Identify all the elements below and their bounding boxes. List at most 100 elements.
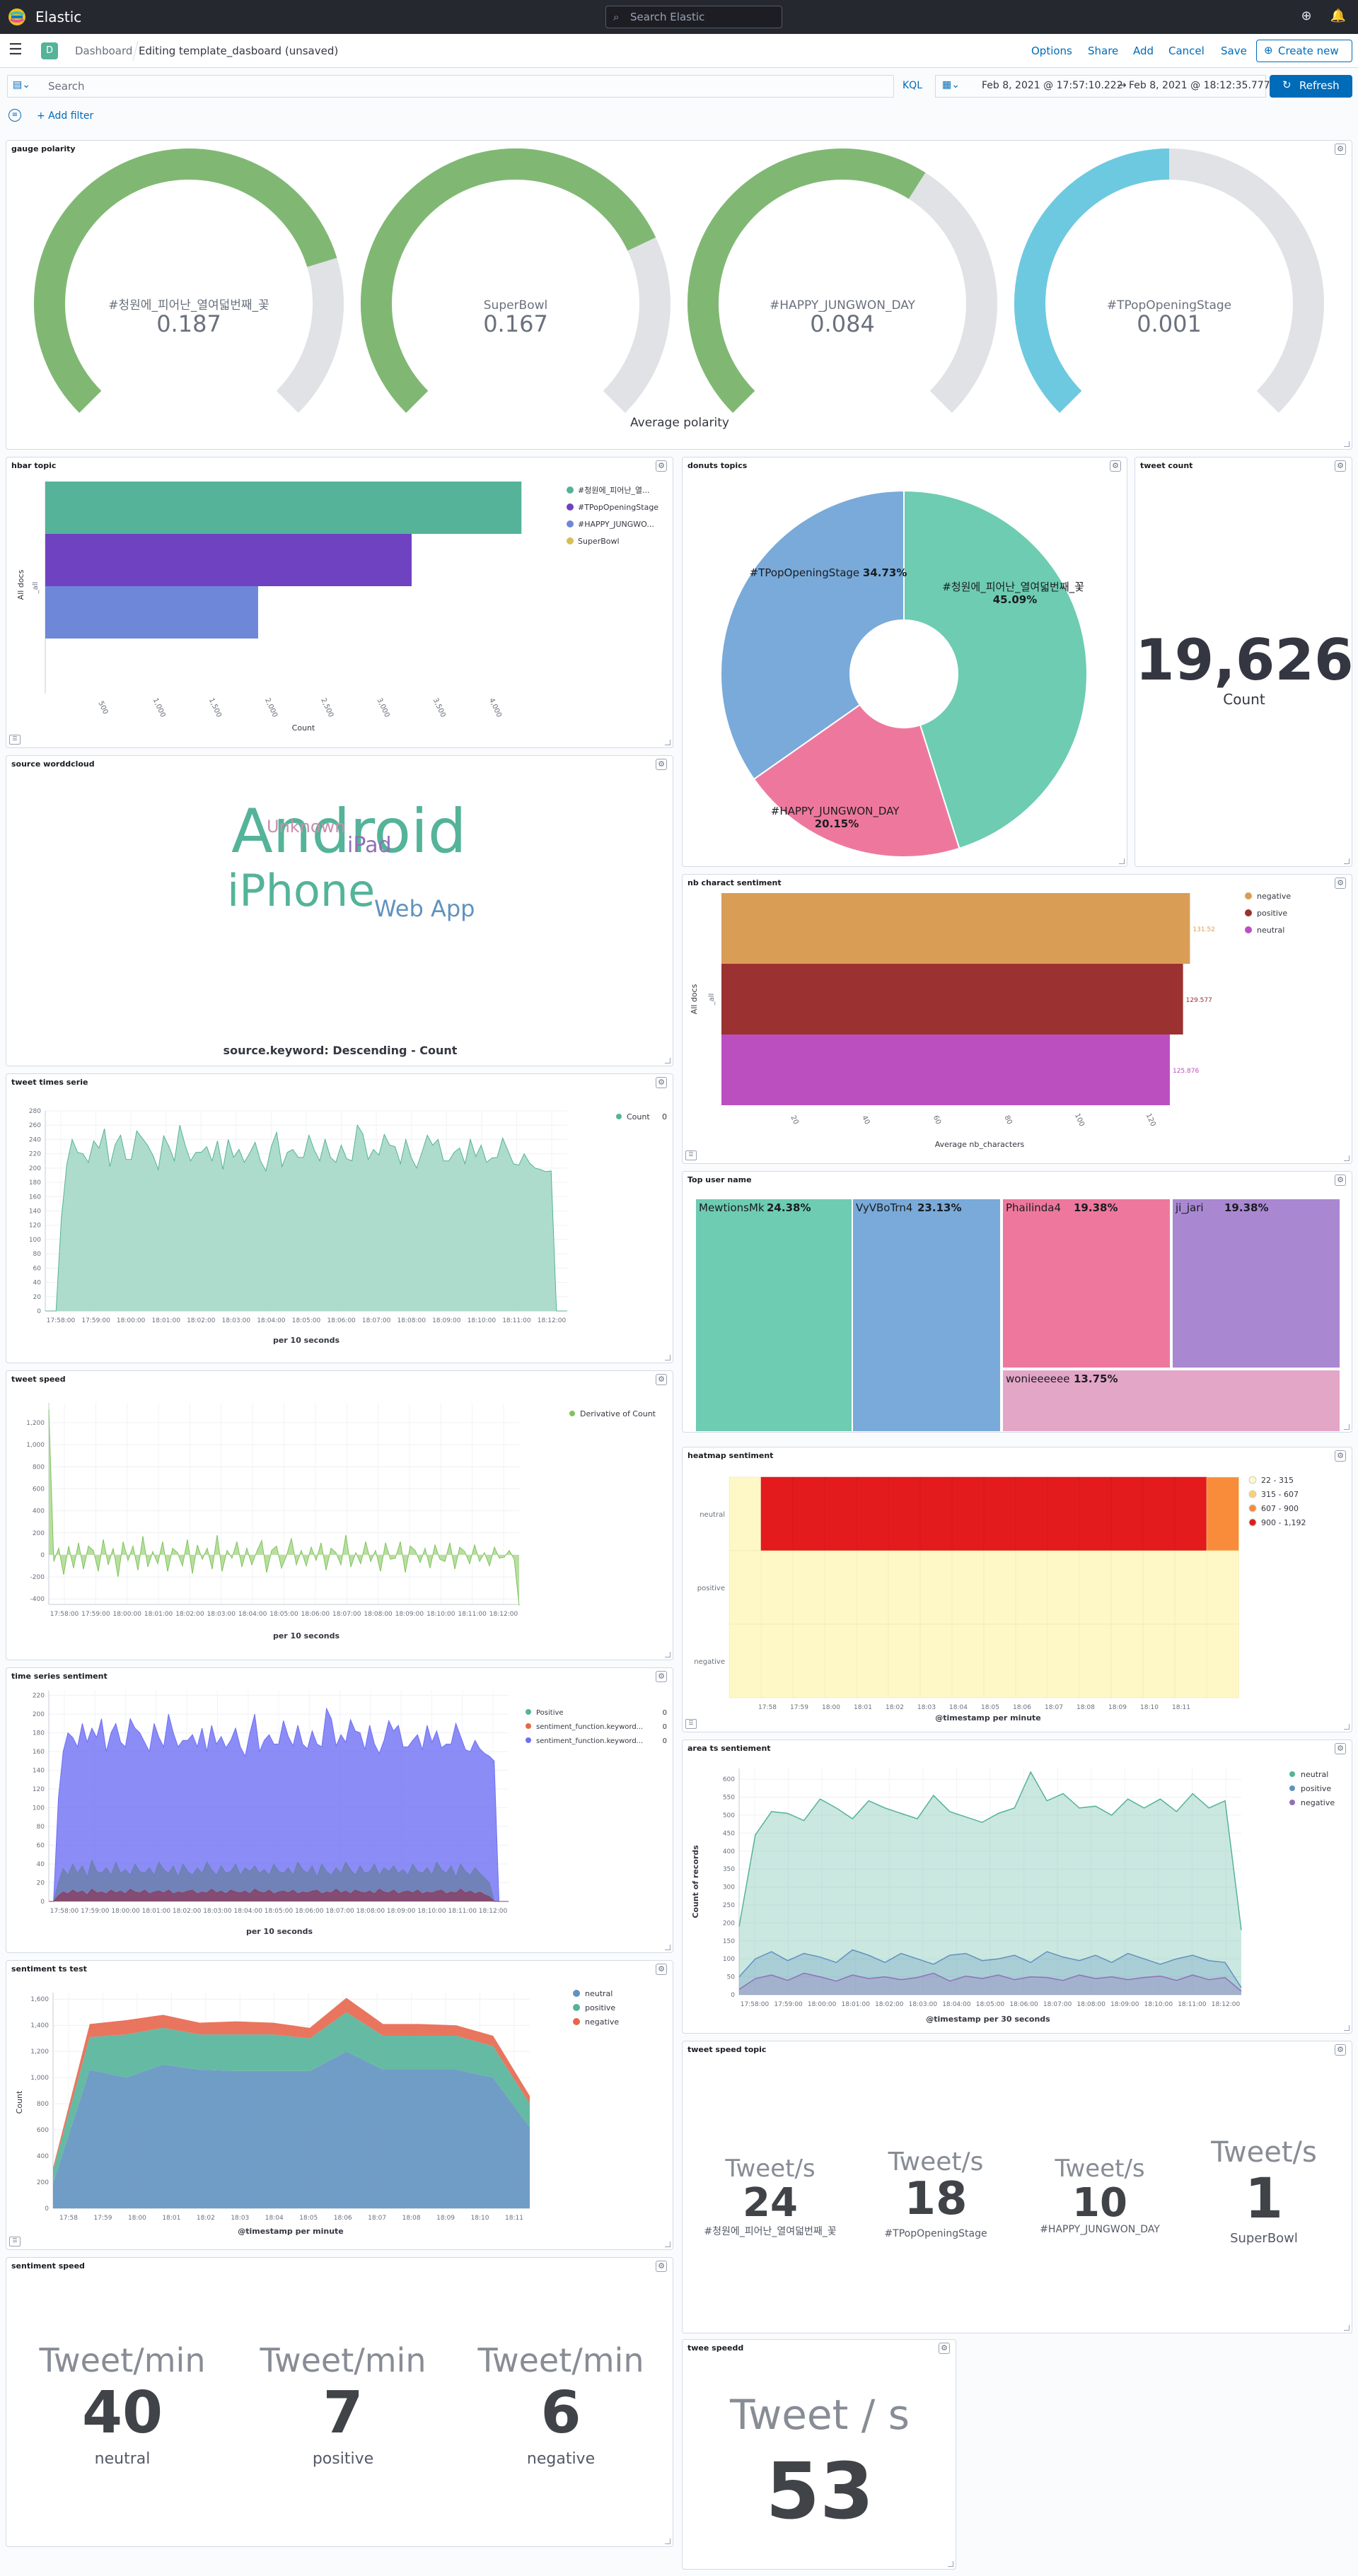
treemap-cell-2[interactable]: Phailinda4 19.38% xyxy=(1002,1199,1171,1368)
heatmap-cell[interactable] xyxy=(824,1624,857,1698)
hamburger-menu-icon[interactable]: ☰ xyxy=(8,41,23,59)
resize-handle-icon[interactable] xyxy=(665,1058,671,1063)
heatmap-cell[interactable] xyxy=(760,1550,794,1625)
heatmap-cell[interactable] xyxy=(856,1476,889,1551)
panel-options-gear-icon[interactable]: ⚙ xyxy=(1335,460,1346,472)
breadcrumb-dashboard[interactable]: Dashboard xyxy=(75,45,133,57)
panel-options-gear-icon[interactable]: ⚙ xyxy=(656,1374,667,1385)
resize-handle-icon[interactable] xyxy=(1344,2325,1350,2331)
area-positive[interactable] xyxy=(739,1950,1241,1995)
kql-toggle[interactable]: KQL xyxy=(903,80,922,91)
heatmap-cell[interactable] xyxy=(1206,1550,1239,1625)
heatmap-cell[interactable] xyxy=(888,1550,921,1625)
heatmap-cell[interactable] xyxy=(951,1624,985,1698)
heatmap-cell[interactable] xyxy=(1110,1550,1144,1625)
heatmap-cell[interactable] xyxy=(792,1624,825,1698)
donut-slice-2[interactable] xyxy=(720,489,905,781)
panel-options-gear-icon[interactable]: ⚙ xyxy=(656,460,667,472)
heatmap-cell[interactable] xyxy=(951,1550,985,1625)
resize-handle-icon[interactable] xyxy=(948,2561,953,2567)
heatmap-cell[interactable] xyxy=(919,1476,953,1551)
area-neutral[interactable] xyxy=(739,1772,1241,1995)
saved-query-icon[interactable]: ▤⌄ xyxy=(13,79,30,91)
treemap-cell-4[interactable]: wonieeeeee 13.75% xyxy=(1002,1370,1340,1432)
heatmap-cell[interactable] xyxy=(1079,1624,1112,1698)
panel-options-gear-icon[interactable]: ⚙ xyxy=(656,1671,667,1682)
options-button[interactable]: Options xyxy=(1031,45,1072,57)
heatmap-cell[interactable] xyxy=(792,1476,825,1551)
heatmap-cell[interactable] xyxy=(919,1624,953,1698)
panel-options-gear-icon[interactable]: ⚙ xyxy=(1335,1743,1346,1754)
heatmap-cell[interactable] xyxy=(824,1476,857,1551)
panel-options-gear-icon[interactable]: ⚙ xyxy=(656,1077,667,1088)
resize-handle-icon[interactable] xyxy=(1344,2025,1350,2031)
bar-1[interactable] xyxy=(45,534,412,586)
heatmap-cell[interactable] xyxy=(824,1550,857,1625)
heatmap-cell[interactable] xyxy=(919,1550,953,1625)
resize-handle-icon[interactable] xyxy=(665,1945,671,1950)
resize-handle-icon[interactable] xyxy=(665,2242,671,2247)
heatmap-cell[interactable] xyxy=(1079,1476,1112,1551)
panel-options-gear-icon[interactable]: ⚙ xyxy=(1335,878,1346,889)
stacked-area-negative[interactable] xyxy=(53,1998,530,2171)
heatmap-cell[interactable] xyxy=(1047,1550,1080,1625)
add-button[interactable]: Add xyxy=(1133,45,1154,57)
heatmap-cell[interactable] xyxy=(760,1476,794,1551)
treemap-cell-1[interactable]: VyVBoTrn4 23.13% xyxy=(852,1199,1001,1432)
area-derivative[interactable] xyxy=(49,1409,519,1606)
date-start[interactable]: Feb 8, 2021 @ 17:57:10.222 xyxy=(982,80,1123,91)
heatmap-cell[interactable] xyxy=(1015,1550,1048,1625)
panel-options-gear-icon[interactable]: ⚙ xyxy=(1335,1450,1346,1462)
heatmap-cell[interactable] xyxy=(1174,1550,1207,1625)
stacked-area-neutral[interactable] xyxy=(53,2051,530,2208)
global-search-input[interactable]: ⌕ Search Elastic xyxy=(605,6,782,28)
notifications-icon[interactable]: 🔔 xyxy=(1330,8,1347,23)
calendar-icon[interactable]: ▦⌄ xyxy=(942,79,960,91)
resize-handle-icon[interactable] xyxy=(1344,1724,1350,1730)
donut-slice-1[interactable] xyxy=(753,704,961,858)
heatmap-cell[interactable] xyxy=(792,1550,825,1625)
legend-toggle-icon[interactable]: ☰ xyxy=(9,2237,21,2246)
bar-positive[interactable] xyxy=(721,964,1183,1035)
add-filter-button[interactable]: + Add filter xyxy=(37,110,94,122)
heatmap-cell[interactable] xyxy=(1110,1624,1144,1698)
panel-options-gear-icon[interactable]: ⚙ xyxy=(939,2343,950,2354)
resize-handle-icon[interactable] xyxy=(1344,441,1350,447)
area-count[interactable] xyxy=(45,1125,567,1311)
heatmap-cell[interactable] xyxy=(729,1476,762,1551)
resize-handle-icon[interactable] xyxy=(665,1355,671,1360)
bar-2[interactable] xyxy=(45,586,258,639)
date-end[interactable]: Feb 8, 2021 @ 18:12:35.777 xyxy=(1129,80,1270,91)
heatmap-cell[interactable] xyxy=(1015,1624,1048,1698)
share-button[interactable]: Share xyxy=(1088,45,1119,57)
panel-options-gear-icon[interactable]: ⚙ xyxy=(656,759,667,770)
area-series-2[interactable] xyxy=(49,1889,509,1901)
panel-options-gear-icon[interactable]: ⚙ xyxy=(1110,460,1121,472)
query-input[interactable] xyxy=(7,75,894,98)
resize-handle-icon[interactable] xyxy=(665,1652,671,1657)
heatmap-cell[interactable] xyxy=(1142,1476,1176,1551)
elastic-logo-icon[interactable] xyxy=(7,7,27,27)
heatmap-cell[interactable] xyxy=(1174,1476,1207,1551)
help-icon[interactable]: ⊕ xyxy=(1301,8,1312,23)
area-negative[interactable] xyxy=(739,1973,1241,1995)
resize-handle-icon[interactable] xyxy=(1344,858,1350,864)
heatmap-cell[interactable] xyxy=(1110,1476,1144,1551)
refresh-button[interactable]: ↻ Refresh xyxy=(1270,75,1352,98)
heatmap-cell[interactable] xyxy=(1206,1624,1239,1698)
space-avatar[interactable]: D xyxy=(41,42,58,59)
panel-options-gear-icon[interactable]: ⚙ xyxy=(656,1964,667,1975)
bar-negative[interactable] xyxy=(721,893,1190,964)
area-series-0[interactable] xyxy=(49,1708,509,1901)
treemap-cell-3[interactable]: ji_jari 19.38% xyxy=(1172,1199,1340,1368)
bar-0[interactable] xyxy=(45,482,522,534)
heatmap-cell[interactable] xyxy=(888,1624,921,1698)
panel-options-gear-icon[interactable]: ⚙ xyxy=(1335,2044,1346,2056)
cancel-button[interactable]: Cancel xyxy=(1168,45,1205,57)
stacked-area-positive[interactable] xyxy=(53,2012,530,2184)
heatmap-cell[interactable] xyxy=(983,1550,1016,1625)
heatmap-cell[interactable] xyxy=(856,1550,889,1625)
heatmap-cell[interactable] xyxy=(983,1476,1016,1551)
resize-handle-icon[interactable] xyxy=(1344,1424,1350,1430)
panel-options-gear-icon[interactable]: ⚙ xyxy=(656,2261,667,2272)
